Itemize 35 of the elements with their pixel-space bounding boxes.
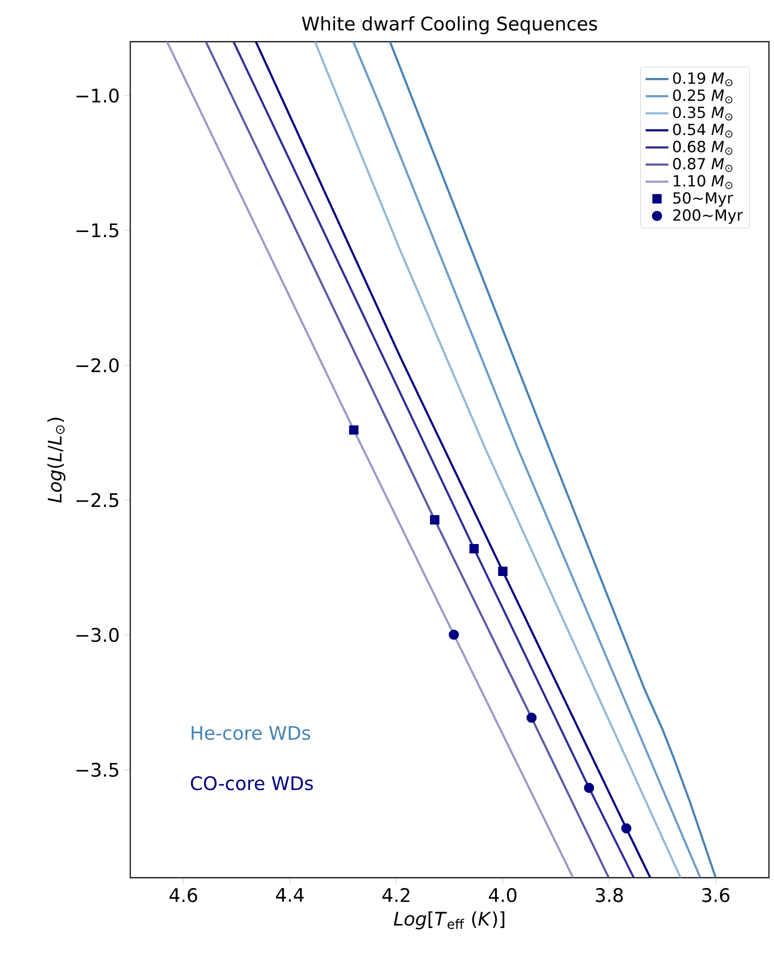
x-tick-label: 4.4	[276, 888, 304, 902]
point	[526, 712, 537, 723]
point	[498, 566, 508, 576]
legend-label: 50~Myr	[673, 192, 734, 207]
point	[469, 544, 479, 554]
legend-label: 0.19 M$_{⊙}$	[673, 72, 732, 86]
point	[448, 630, 459, 640]
point	[430, 515, 440, 524]
legend-label: 0.68 M$_{⊙}$	[673, 140, 732, 155]
x-tick-label: 3.8	[596, 888, 623, 902]
legend-label: 1.10 M$_{⊙}$	[674, 175, 732, 189]
y-tick-label: −1.0	[76, 88, 119, 103]
x-tick-label: 4.6	[170, 888, 198, 902]
legend-label: 0.25 M$_{⊙}$	[673, 89, 732, 104]
y-axis-title: Log(L/L$_{⊙}$)	[47, 418, 66, 503]
y-tick-label: −3.0	[76, 628, 119, 642]
legend-label: 0.54 M$_{⊙}$	[673, 124, 732, 138]
x-tick-label: 3.6	[702, 888, 730, 902]
y-tick-label: −1.5	[76, 223, 118, 238]
legend-label: 0.87 M$_{⊙}$	[673, 158, 732, 172]
y-tick-label: −2.0	[76, 358, 119, 372]
legend-label: 200~Myr	[673, 209, 743, 224]
point	[621, 823, 632, 834]
x-tick-label: 4.2	[382, 888, 410, 902]
y-tick-label: −3.5	[76, 762, 118, 777]
annotation: CO-core WDs	[190, 776, 313, 790]
x-axis-title: Log[T$_{eff}$ (K)]	[394, 911, 504, 930]
point	[349, 425, 358, 435]
annotation: He-core WDs	[192, 726, 310, 740]
chart-title: White dwarf Cooling Sequences	[302, 16, 598, 34]
point	[584, 782, 594, 793]
y-tick-label: −2.5	[76, 493, 118, 508]
legend-label: 0.35 M$_{⊙}$	[673, 106, 732, 120]
x-tick-label: 4.0	[488, 888, 516, 902]
line-series	[166, 42, 574, 878]
